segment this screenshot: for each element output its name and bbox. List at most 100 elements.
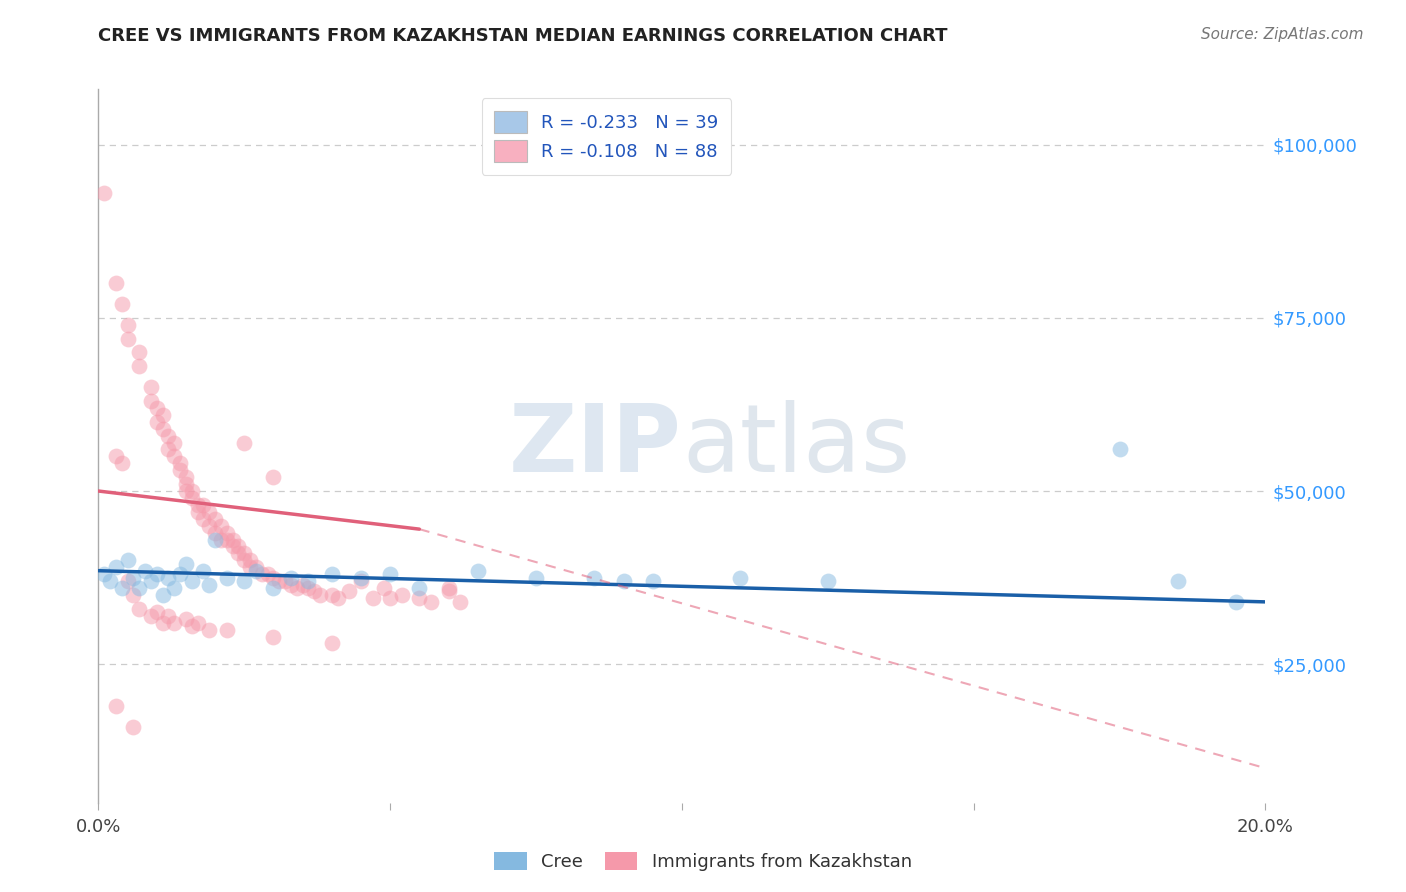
Point bbox=[187, 505, 209, 519]
Point bbox=[524, 571, 547, 585]
Point bbox=[111, 581, 134, 595]
Point bbox=[262, 630, 284, 644]
Point bbox=[221, 540, 243, 554]
Point bbox=[262, 581, 284, 595]
Point bbox=[174, 483, 197, 498]
Point bbox=[174, 557, 197, 571]
Point bbox=[128, 602, 150, 616]
Point bbox=[269, 574, 291, 588]
Point bbox=[728, 571, 751, 585]
Point bbox=[233, 574, 256, 588]
Point bbox=[117, 553, 139, 567]
Point bbox=[583, 571, 606, 585]
Point bbox=[180, 491, 202, 505]
Point bbox=[239, 560, 262, 574]
Point bbox=[111, 456, 134, 470]
Point bbox=[134, 564, 156, 578]
Point bbox=[204, 533, 226, 547]
Point bbox=[209, 533, 232, 547]
Point bbox=[274, 574, 297, 588]
Point bbox=[437, 581, 460, 595]
Point bbox=[122, 720, 145, 734]
Point bbox=[174, 477, 197, 491]
Point bbox=[408, 581, 430, 595]
Point bbox=[297, 581, 319, 595]
Point bbox=[122, 571, 145, 585]
Legend: Cree, Immigrants from Kazakhstan: Cree, Immigrants from Kazakhstan bbox=[486, 845, 920, 879]
Point bbox=[378, 591, 402, 606]
Point bbox=[641, 574, 664, 588]
Point bbox=[117, 318, 139, 332]
Point bbox=[291, 577, 314, 591]
Point bbox=[146, 401, 169, 415]
Point bbox=[245, 560, 267, 574]
Point bbox=[117, 332, 139, 346]
Point bbox=[146, 605, 169, 619]
Point bbox=[350, 571, 373, 585]
Point bbox=[198, 505, 221, 519]
Point bbox=[128, 345, 150, 359]
Point bbox=[117, 574, 139, 588]
Point bbox=[163, 450, 186, 464]
Point bbox=[228, 546, 250, 560]
Point bbox=[180, 574, 202, 588]
Point bbox=[152, 422, 174, 436]
Point bbox=[157, 442, 180, 457]
Point bbox=[817, 574, 839, 588]
Point bbox=[174, 612, 197, 626]
Point bbox=[204, 512, 226, 526]
Point bbox=[198, 577, 221, 591]
Point bbox=[350, 574, 373, 588]
Point bbox=[309, 588, 332, 602]
Point bbox=[139, 380, 162, 394]
Point bbox=[304, 584, 326, 599]
Point bbox=[163, 435, 186, 450]
Point bbox=[204, 525, 226, 540]
Point bbox=[198, 623, 221, 637]
Point bbox=[169, 456, 191, 470]
Point bbox=[157, 428, 180, 442]
Point bbox=[163, 581, 186, 595]
Point bbox=[215, 571, 238, 585]
Point bbox=[437, 584, 460, 599]
Point bbox=[98, 574, 121, 588]
Point bbox=[163, 615, 186, 630]
Point bbox=[215, 533, 238, 547]
Point bbox=[239, 553, 262, 567]
Point bbox=[180, 619, 202, 633]
Point bbox=[157, 608, 180, 623]
Point bbox=[152, 588, 174, 602]
Point bbox=[152, 408, 174, 422]
Text: atlas: atlas bbox=[682, 400, 910, 492]
Point bbox=[250, 567, 273, 582]
Point bbox=[193, 498, 215, 512]
Point bbox=[256, 567, 278, 582]
Point bbox=[187, 498, 209, 512]
Point bbox=[420, 595, 443, 609]
Point bbox=[152, 615, 174, 630]
Point bbox=[245, 564, 267, 578]
Point bbox=[391, 588, 413, 602]
Legend: R = -0.233   N = 39, R = -0.108   N = 88: R = -0.233 N = 39, R = -0.108 N = 88 bbox=[482, 98, 731, 175]
Point bbox=[198, 518, 221, 533]
Point bbox=[128, 581, 150, 595]
Point bbox=[378, 567, 402, 582]
Point bbox=[93, 186, 115, 201]
Point bbox=[104, 698, 127, 713]
Text: CREE VS IMMIGRANTS FROM KAZAKHSTAN MEDIAN EARNINGS CORRELATION CHART: CREE VS IMMIGRANTS FROM KAZAKHSTAN MEDIA… bbox=[98, 27, 948, 45]
Point bbox=[373, 581, 395, 595]
Point bbox=[209, 518, 232, 533]
Point bbox=[93, 567, 115, 582]
Point bbox=[280, 571, 302, 585]
Point bbox=[408, 591, 430, 606]
Point bbox=[1167, 574, 1189, 588]
Point bbox=[361, 591, 384, 606]
Point bbox=[128, 359, 150, 374]
Point bbox=[169, 463, 191, 477]
Point bbox=[321, 636, 343, 650]
Point bbox=[228, 540, 250, 554]
Point bbox=[467, 564, 489, 578]
Point bbox=[146, 567, 169, 582]
Text: Source: ZipAtlas.com: Source: ZipAtlas.com bbox=[1201, 27, 1364, 42]
Point bbox=[297, 574, 319, 588]
